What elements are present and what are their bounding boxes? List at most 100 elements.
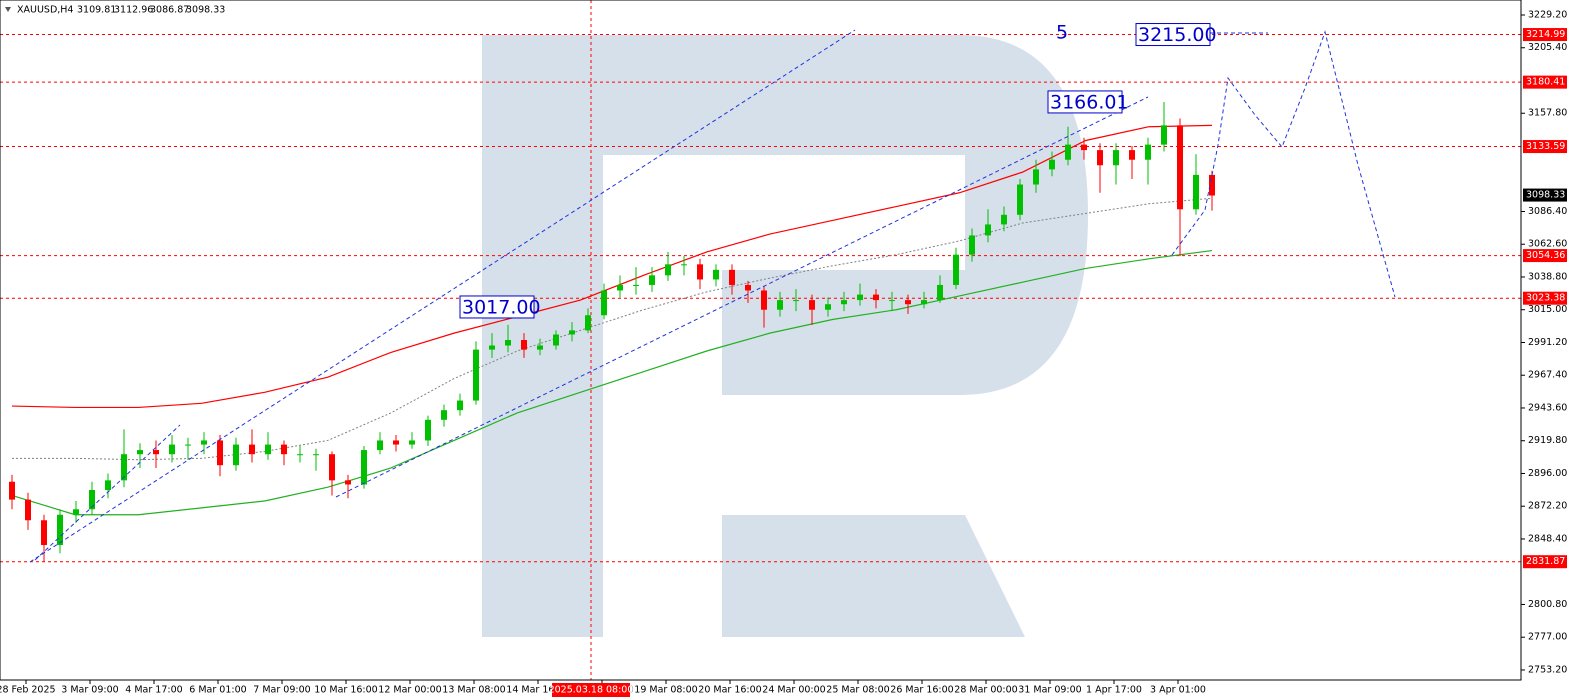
candle-body (985, 224, 991, 236)
candle-body (745, 284, 751, 291)
candle-body (233, 444, 239, 466)
candle-body (473, 349, 479, 401)
candle-body (521, 340, 527, 350)
x-tick-label: 3 Apr 01:00 (1150, 685, 1206, 696)
y-tick-label: 3157.80 (1528, 108, 1567, 119)
candle-body (9, 481, 15, 500)
crosshair-label-bg (552, 683, 630, 697)
candle-body (665, 264, 671, 276)
x-tick-label: 7 Mar 09:00 (253, 685, 310, 696)
candle-body (1177, 125, 1183, 210)
candle-body (553, 334, 559, 346)
annotation-label: 3017.00 (462, 296, 541, 318)
candle-body (249, 444, 255, 455)
candle-body (1129, 150, 1135, 160)
candle-body (809, 300, 815, 310)
ohlc-open: 3109.81 (77, 5, 116, 16)
price-tag-bg (1523, 140, 1567, 154)
candle-body (889, 300, 895, 302)
candle-body (1049, 159, 1055, 170)
moving-average (12, 197, 1213, 461)
moving-average (11, 124, 1213, 409)
candle-body (761, 290, 767, 310)
candle-body (185, 444, 191, 446)
x-tick-label: 4 Mar 17:00 (125, 685, 182, 696)
candle-body (329, 454, 335, 481)
candle-body (217, 440, 223, 466)
candle-body (1145, 144, 1151, 160)
annotation-box (1135, 23, 1211, 47)
watermark (482, 35, 1088, 637)
x-tick-label: 14 Mar 16:00 (506, 685, 569, 696)
symbol: XAUUSD,H4 (17, 5, 73, 16)
y-tick-label: 2919.80 (1528, 435, 1567, 446)
ohlc-low: 3086.87 (150, 5, 189, 16)
candle-body (793, 300, 799, 302)
candle-body (969, 235, 975, 255)
price-tag: 3180.41 (1526, 77, 1565, 88)
candle-body (313, 454, 319, 456)
candle-body (713, 269, 719, 280)
y-tick-label: 3038.80 (1528, 271, 1567, 282)
price-tag: 3133.59 (1526, 141, 1565, 152)
y-tick-label: 3086.40 (1528, 206, 1567, 217)
plot-border (0, 0, 1522, 681)
candle-body (1113, 150, 1119, 166)
candle-body (89, 489, 95, 510)
price-tag-bg (1523, 75, 1567, 89)
candle-body (681, 264, 687, 266)
candle-body (57, 514, 63, 546)
candle-body (649, 275, 655, 285)
candle-body (697, 264, 703, 280)
candle-body (425, 419, 431, 441)
x-tick-label: 25 Mar 08:00 (826, 685, 889, 696)
candle-body (201, 440, 207, 445)
candle-body (1097, 150, 1103, 166)
x-tick-label: 28 Feb 2025 (0, 685, 56, 696)
y-tick-label: 2753.20 (1528, 664, 1567, 675)
candle-body (953, 254, 959, 285)
candle-body (1033, 169, 1039, 185)
candle-body (873, 294, 879, 301)
candle-body (297, 454, 303, 456)
candle-body (121, 454, 127, 481)
candle-body (921, 300, 927, 305)
x-tick-label: 24 Mar 00:00 (762, 685, 825, 696)
price-tag: 3214.99 (1526, 29, 1565, 40)
candle-body (1081, 144, 1087, 151)
y-tick-label: 2777.00 (1528, 632, 1567, 643)
candle-body (1065, 144, 1071, 160)
y-tick-label: 3062.60 (1528, 239, 1567, 250)
annotation-label: 3215.00 (1138, 24, 1217, 46)
candle-body (1193, 174, 1199, 210)
candle-body (265, 444, 271, 455)
candle-body (617, 284, 623, 291)
price-tag-bg (1523, 555, 1567, 569)
candle-body (489, 345, 495, 350)
wave-label: 5 (1056, 22, 1068, 44)
annotation-label: 3166.01 (1050, 91, 1129, 113)
candle-body (857, 294, 863, 301)
x-tick-label: 31 Mar 09:00 (1018, 685, 1081, 696)
x-tick-label: 12 Mar 00:00 (378, 685, 441, 696)
y-tick-label: 2848.40 (1528, 533, 1567, 544)
candle-body (505, 340, 511, 346)
crosshair-label: 2025.03.18 08:00 (549, 685, 634, 696)
candle-body (905, 300, 911, 305)
x-tick-label: 3 Mar 09:00 (61, 685, 118, 696)
candle-body (137, 450, 143, 455)
candle-body (601, 290, 607, 316)
candle-body (169, 444, 175, 455)
price-tag: 3023.38 (1526, 293, 1565, 304)
candle-body (537, 345, 543, 350)
candle-body (377, 440, 383, 451)
price-tag: 3054.36 (1526, 250, 1565, 261)
price-tag-bg (1523, 291, 1567, 305)
candle-body (409, 440, 415, 445)
candle-body (1161, 125, 1167, 145)
x-tick-label: 10 Mar 16:00 (314, 685, 377, 696)
symbol-icon (5, 7, 11, 12)
x-tick-label: 26 Mar 16:00 (890, 685, 953, 696)
candle-body (633, 284, 639, 286)
candle-body (393, 440, 399, 445)
